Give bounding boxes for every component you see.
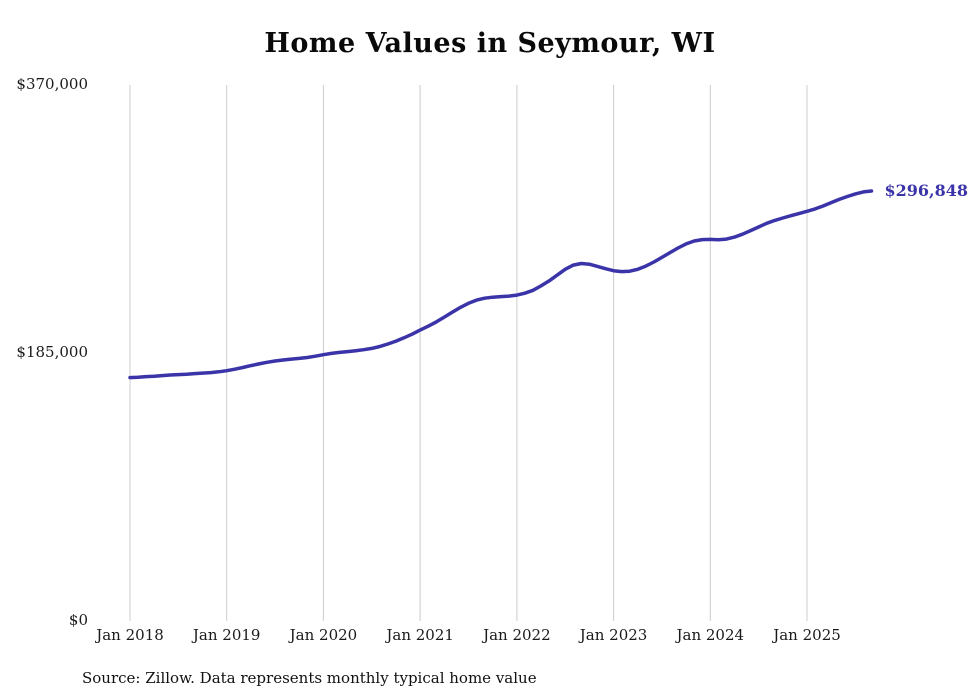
x-tick-label: Jan 2019 [192, 626, 261, 644]
x-tick-label: Jan 2023 [579, 626, 648, 644]
y-tick-label: $185,000 [16, 343, 88, 361]
x-tick-label: Jan 2021 [386, 626, 454, 644]
home-value-line [128, 189, 874, 380]
source-note: Source: Zillow. Data represents monthly … [82, 669, 537, 687]
x-tick-label: Jan 2022 [483, 626, 551, 644]
x-tick-label: Jan 2020 [289, 626, 358, 644]
x-tick-label: Jan 2018 [96, 626, 164, 644]
chart-title: Home Values in Seymour, WI [264, 28, 716, 59]
gridlines-group [129, 85, 808, 621]
y-tick-label: $0 [68, 611, 88, 629]
end-value-label: $296,848 [884, 180, 968, 200]
x-tick-label: Jan 2024 [676, 626, 745, 644]
x-tick-label: Jan 2025 [773, 626, 841, 644]
y-tick-label: $370,000 [16, 75, 88, 93]
